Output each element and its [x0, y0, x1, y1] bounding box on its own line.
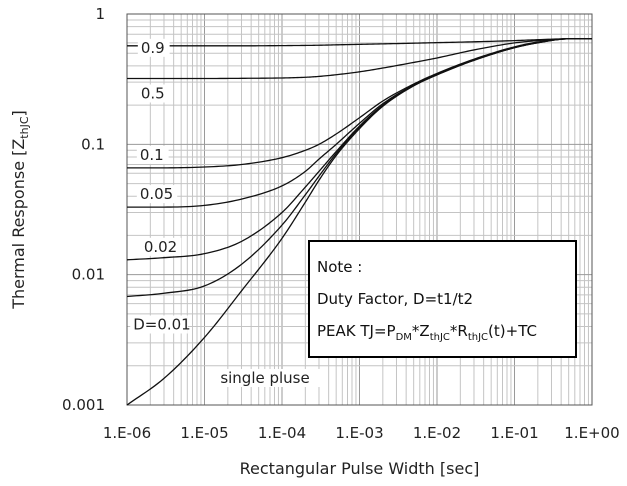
- series-label: 0.02: [144, 238, 177, 256]
- y-tick-label: 0.01: [72, 266, 105, 284]
- x-tick-labels: 1.E-06 1.E-05 1.E-04 1.E-03 1.E-02 1.E-01 1.E+…: [103, 424, 620, 442]
- curves: 0.9 0.5 0.1 0.05 0.02 D=0.01 single pluse: [126, 38, 592, 406]
- x-tick-label: 1.E+00: [564, 424, 619, 442]
- y-axis-label: Thermal Response [ZthJC]: [9, 110, 31, 310]
- series-label-background: [136, 145, 169, 164]
- y-axis-label-end: ]: [9, 110, 28, 116]
- y-tick-label: 1: [95, 5, 105, 23]
- plot-frame: [126, 13, 593, 406]
- note-formula-part: thJC: [468, 332, 488, 343]
- series-label: 0.05: [140, 185, 173, 203]
- note-formula-part: (t)+TC: [488, 322, 537, 340]
- x-tick-label: 1.E-02: [413, 424, 461, 442]
- series-line-1: [127, 38, 592, 80]
- y-axis-label-main: Thermal Response [Z: [9, 139, 28, 310]
- y-tick-labels: 0.001 0.01 0.1 1: [62, 5, 105, 414]
- series-label: 0.5: [141, 84, 165, 102]
- y-tick-label: 0.001: [62, 396, 105, 414]
- series-label-background: [217, 369, 327, 387]
- note-formula-part: DM: [396, 332, 412, 343]
- x-tick-label: 1.E-01: [490, 424, 538, 442]
- note-formula-part: *Z: [412, 322, 430, 340]
- series-label: 0.1: [140, 146, 164, 164]
- y-axis-label-sub: thJC: [18, 116, 31, 139]
- note-box-frame: [308, 240, 577, 358]
- x-tick-label: 1.E-03: [335, 424, 383, 442]
- note-title: Note :: [317, 258, 362, 276]
- note-peak-tj-formula: PEAK TJ=PDM*ZthJC*RthJC(t)+TC: [317, 322, 537, 343]
- note-formula-part: PEAK TJ=P: [317, 322, 396, 340]
- series-label: single pluse: [220, 369, 309, 387]
- note-formula-part: thJC: [430, 332, 450, 343]
- note-formula-part: *R: [450, 322, 468, 340]
- series-label-background: [130, 315, 188, 334]
- x-tick-label: 1.E-04: [258, 424, 306, 442]
- x-tick-label: 1.E-05: [180, 424, 228, 442]
- series-label-background: [137, 84, 170, 103]
- note-duty-factor: Duty Factor, D=t1/t2: [317, 290, 473, 308]
- y-tick-label: 0.1: [81, 135, 105, 153]
- note-box: Note : Duty Factor, D=t1/t2 PEAK TJ=PDM*…: [308, 240, 577, 358]
- x-tick-label: 1.E-06: [103, 424, 151, 442]
- series-label: 0.9: [141, 39, 165, 57]
- series-line-6: [126, 38, 592, 406]
- series-label: D=0.01: [133, 315, 191, 333]
- series-line-0: [127, 38, 592, 47]
- series-label-background: [140, 237, 182, 256]
- x-axis-label: Rectangular Pulse Width [sec]: [240, 459, 480, 478]
- series-label-background: [137, 38, 170, 57]
- series-label-background: [136, 185, 178, 204]
